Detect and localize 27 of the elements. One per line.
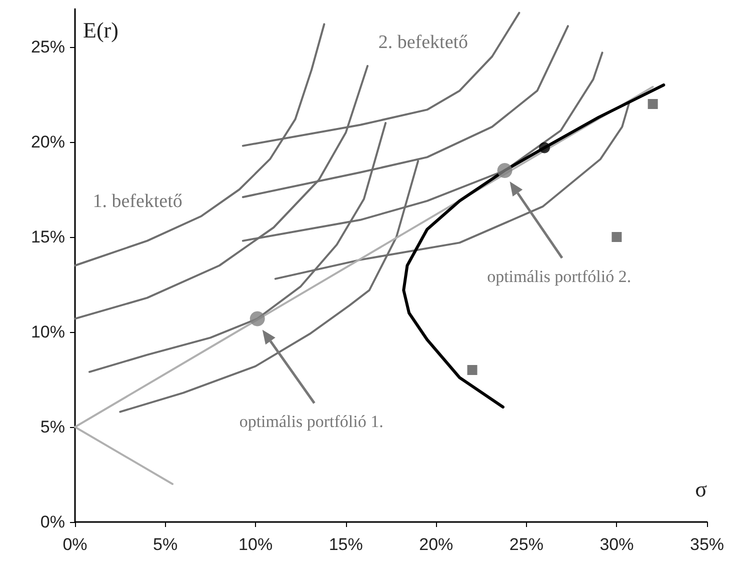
x-tick-label: 35% [690, 535, 724, 554]
x-tick-label: 10% [238, 535, 273, 554]
line-series [402, 84, 666, 409]
point [250, 311, 265, 326]
point [648, 99, 658, 109]
x-axis-title: σ [695, 476, 708, 502]
point [467, 365, 478, 375]
x-tick-label: 5% [152, 535, 178, 554]
point [538, 142, 550, 154]
y-tick-label: 15% [30, 228, 65, 246]
y-axis-title: E(r) [83, 18, 118, 42]
y-tick-label: 10% [30, 322, 65, 342]
point [612, 232, 622, 242]
x-tick-label: 20% [419, 535, 454, 554]
annotation: optimális portfólió 2. [487, 266, 632, 286]
x-tick-label: 15% [328, 535, 363, 554]
point [497, 163, 512, 178]
annotation: 2. befektető [378, 32, 468, 53]
x-tick-label: 0% [62, 535, 88, 554]
y-tick-label: 0% [40, 512, 65, 532]
annotation: optimális portfólió 1. [239, 412, 384, 432]
x-tick-label: 25% [509, 535, 544, 554]
y-tick-label: 20% [30, 132, 65, 152]
y-tick-label: 25% [30, 38, 65, 56]
x-tick-label: 30% [600, 535, 634, 554]
y-tick-label: 5% [40, 418, 65, 436]
annotation: 1. befektető [92, 191, 182, 212]
